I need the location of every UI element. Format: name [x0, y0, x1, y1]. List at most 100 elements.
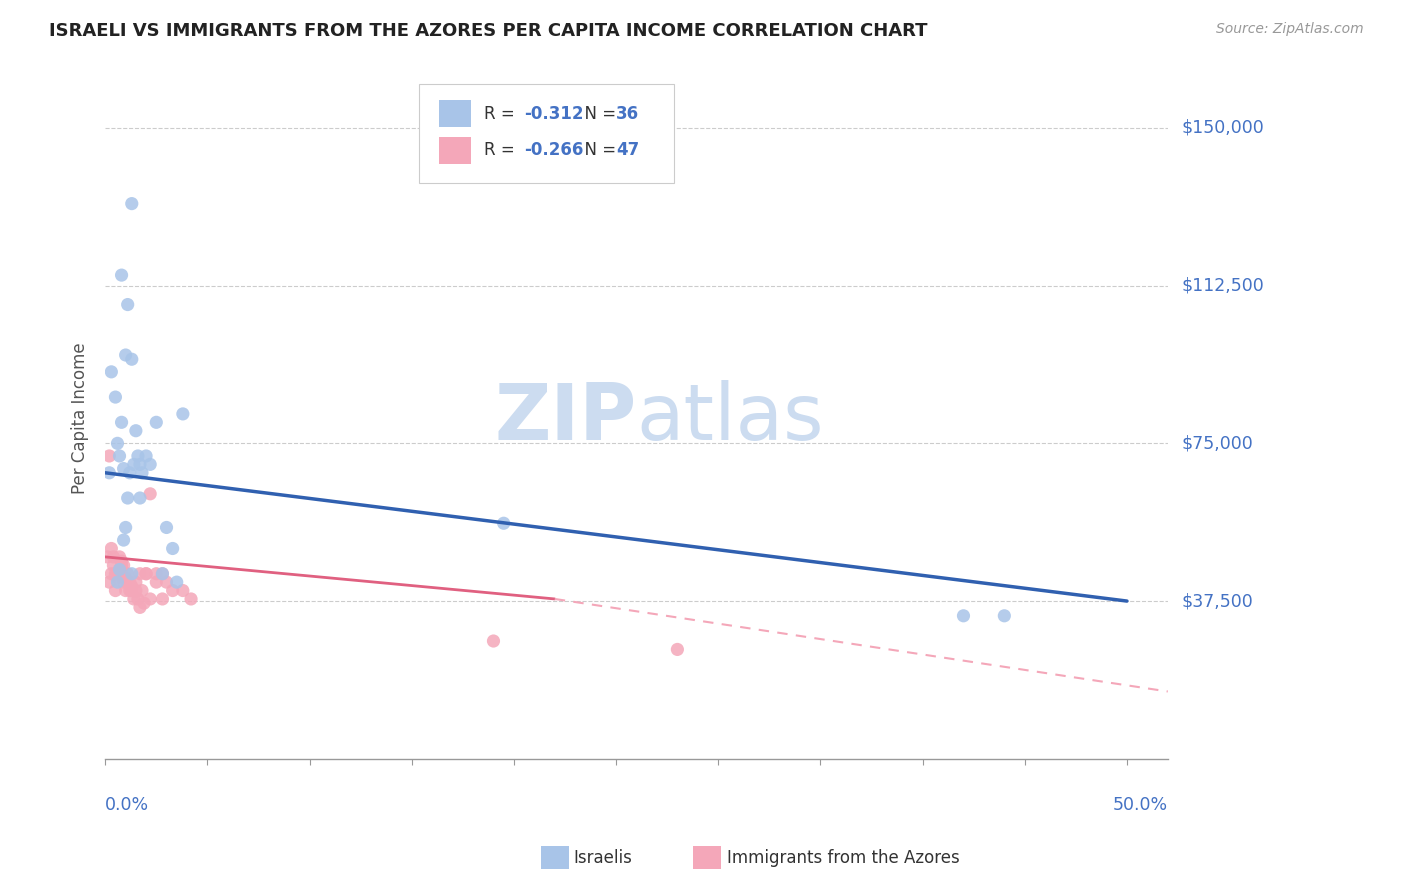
Text: R =: R = [484, 141, 519, 160]
Text: 0.0%: 0.0% [105, 797, 149, 814]
Point [127, 449, 149, 463]
Point [139, 591, 162, 606]
Point [104, 390, 127, 404]
Point [121, 579, 143, 593]
Text: ZIP: ZIP [495, 380, 637, 456]
Point [993, 608, 1015, 623]
Text: Immigrants from the Azores: Immigrants from the Azores [727, 849, 960, 867]
Point [108, 562, 131, 576]
Point [117, 491, 139, 505]
Point [125, 575, 148, 590]
Point [100, 541, 122, 556]
Point [952, 608, 974, 623]
Text: Source: ZipAtlas.com: Source: ZipAtlas.com [1216, 22, 1364, 37]
Point [127, 591, 149, 606]
Point [110, 554, 132, 568]
Point [107, 436, 129, 450]
Point [118, 466, 141, 480]
Point [108, 562, 131, 576]
Point [152, 566, 174, 581]
FancyBboxPatch shape [439, 100, 471, 128]
Point [104, 566, 127, 581]
Point [152, 566, 174, 581]
Point [121, 352, 143, 367]
Point [180, 591, 202, 606]
Point [125, 583, 148, 598]
Point [172, 583, 194, 598]
Point [112, 558, 135, 573]
Point [492, 516, 515, 531]
Point [98, 449, 121, 463]
Point [135, 449, 157, 463]
Point [114, 571, 136, 585]
Point [166, 575, 188, 590]
Point [98, 466, 121, 480]
Point [135, 566, 157, 581]
Point [118, 575, 141, 590]
Point [129, 566, 152, 581]
Point [121, 566, 143, 581]
Point [114, 520, 136, 534]
Text: $112,500: $112,500 [1181, 277, 1264, 294]
Point [107, 575, 129, 590]
Y-axis label: Per Capita Income: Per Capita Income [72, 343, 89, 494]
Point [155, 520, 177, 534]
Point [107, 571, 129, 585]
Text: N =: N = [574, 141, 621, 160]
Text: 47: 47 [616, 141, 640, 160]
Point [107, 566, 129, 581]
Point [152, 591, 174, 606]
Point [117, 566, 139, 581]
Text: ISRAELI VS IMMIGRANTS FROM THE AZORES PER CAPITA INCOME CORRELATION CHART: ISRAELI VS IMMIGRANTS FROM THE AZORES PE… [49, 22, 928, 40]
FancyBboxPatch shape [439, 136, 471, 164]
Text: N =: N = [574, 104, 621, 122]
Point [118, 583, 141, 598]
Text: R =: R = [484, 104, 519, 122]
Point [104, 583, 127, 598]
Point [155, 575, 177, 590]
Point [112, 533, 135, 547]
Point [139, 487, 162, 501]
Point [131, 466, 153, 480]
Text: $75,000: $75,000 [1181, 434, 1254, 452]
Point [129, 491, 152, 505]
Point [145, 575, 167, 590]
Point [145, 415, 167, 429]
Point [125, 424, 148, 438]
Point [145, 566, 167, 581]
FancyBboxPatch shape [419, 84, 673, 183]
Point [117, 575, 139, 590]
Point [114, 583, 136, 598]
Point [108, 449, 131, 463]
Text: $150,000: $150,000 [1181, 119, 1264, 136]
Point [110, 268, 132, 282]
Point [108, 549, 131, 564]
Text: 36: 36 [616, 104, 640, 122]
Text: Israelis: Israelis [574, 849, 633, 867]
Point [117, 297, 139, 311]
Point [100, 365, 122, 379]
Point [103, 558, 125, 573]
Text: -0.312: -0.312 [524, 104, 583, 122]
Point [666, 642, 689, 657]
Point [112, 575, 135, 590]
Point [129, 600, 152, 615]
Point [172, 407, 194, 421]
Point [131, 583, 153, 598]
Text: $37,500: $37,500 [1181, 592, 1254, 610]
Text: atlas: atlas [637, 380, 824, 456]
Text: -0.266: -0.266 [524, 141, 583, 160]
Point [132, 596, 155, 610]
Point [135, 566, 157, 581]
Point [122, 591, 145, 606]
Point [121, 583, 143, 598]
Point [98, 575, 121, 590]
Point [96, 549, 118, 564]
Point [121, 196, 143, 211]
Point [110, 415, 132, 429]
Point [114, 348, 136, 362]
Text: 50.0%: 50.0% [1112, 797, 1168, 814]
Point [162, 583, 184, 598]
Point [139, 458, 162, 472]
Point [103, 549, 125, 564]
